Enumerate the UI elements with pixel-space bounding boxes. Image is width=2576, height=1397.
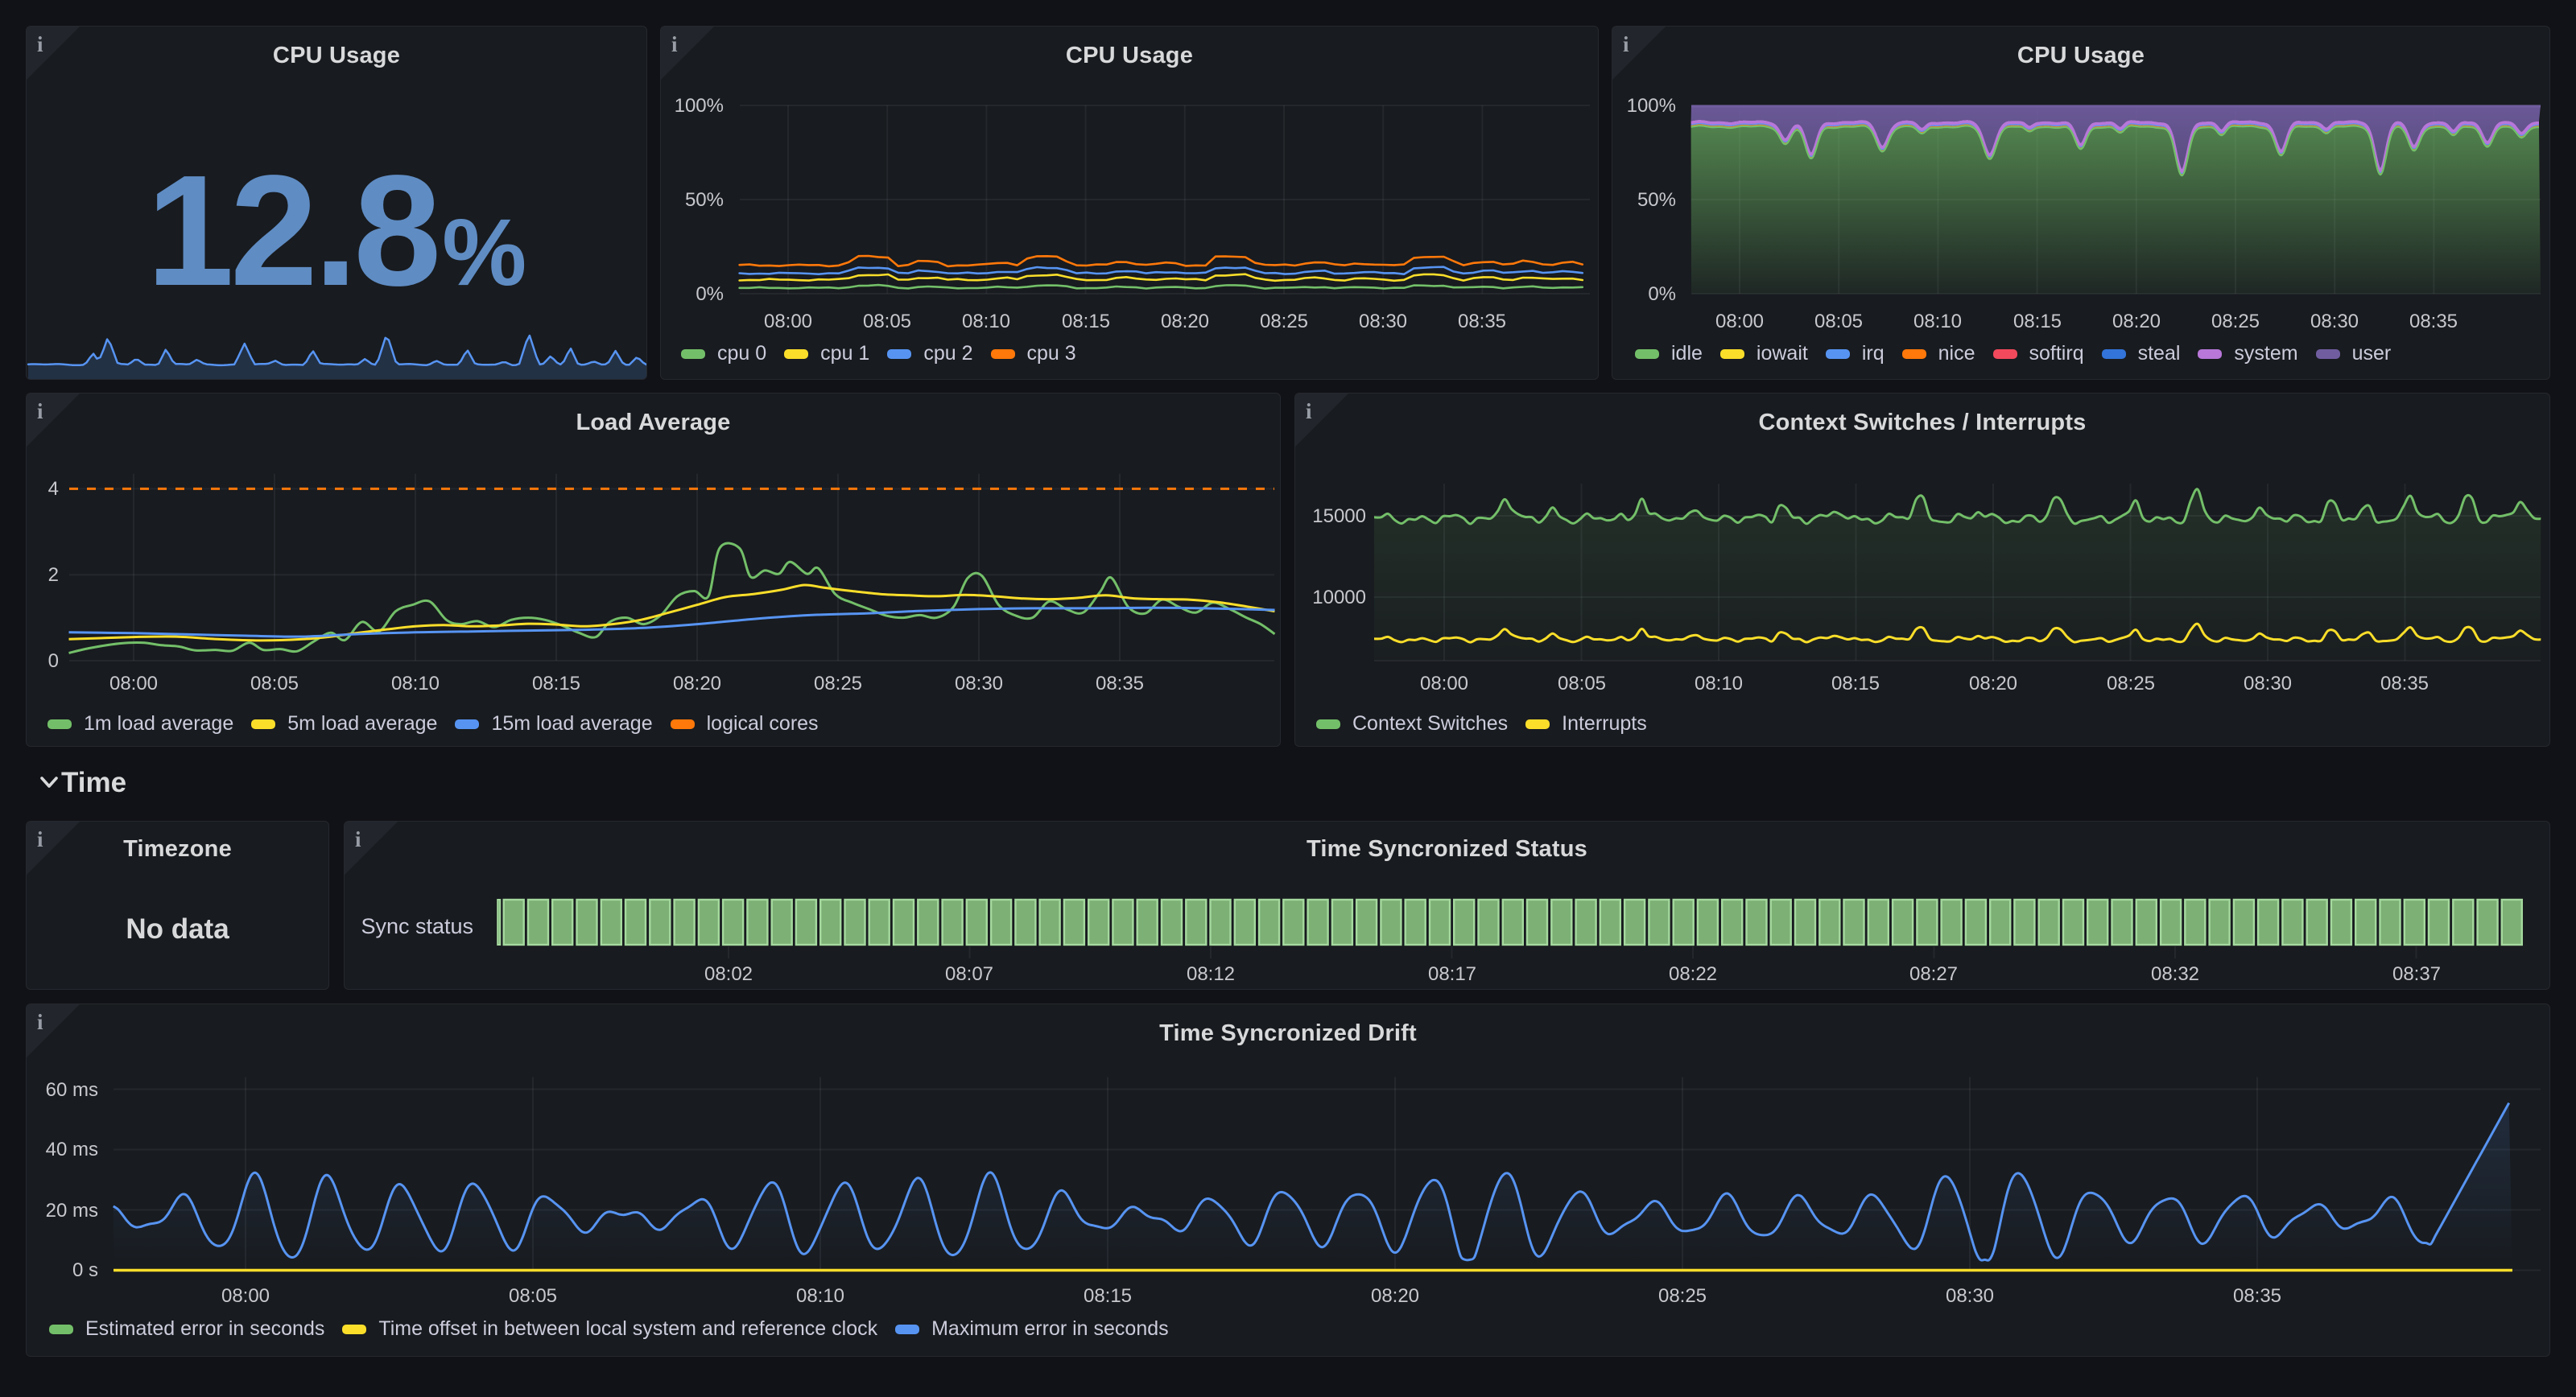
svg-text:08:25: 08:25 bbox=[1260, 311, 1308, 332]
svg-text:08:20: 08:20 bbox=[2112, 311, 2161, 332]
svg-text:08:07: 08:07 bbox=[945, 963, 993, 985]
svg-text:08:00: 08:00 bbox=[1420, 673, 1468, 694]
svg-text:08:10: 08:10 bbox=[796, 1285, 844, 1307]
svg-text:08:22: 08:22 bbox=[1669, 963, 1717, 985]
svg-text:08:35: 08:35 bbox=[1458, 311, 1506, 332]
svg-text:08:25: 08:25 bbox=[1658, 1285, 1707, 1307]
svg-text:08:30: 08:30 bbox=[2310, 311, 2359, 332]
svg-text:08:30: 08:30 bbox=[1359, 311, 1407, 332]
svg-text:i: i bbox=[355, 827, 361, 851]
svg-text:20 ms: 20 ms bbox=[46, 1200, 98, 1222]
svg-text:i: i bbox=[37, 32, 43, 56]
svg-text:08:35: 08:35 bbox=[1096, 673, 1144, 694]
svg-text:40 ms: 40 ms bbox=[46, 1139, 98, 1160]
svg-text:08:05: 08:05 bbox=[1814, 311, 1863, 332]
svg-text:08:10: 08:10 bbox=[1695, 673, 1743, 694]
svg-text:08:02: 08:02 bbox=[704, 963, 753, 985]
svg-text:15000: 15000 bbox=[1312, 505, 1366, 527]
svg-text:08:15: 08:15 bbox=[1831, 673, 1880, 694]
svg-text:4: 4 bbox=[48, 478, 59, 500]
svg-text:08:27: 08:27 bbox=[1909, 963, 1958, 985]
svg-text:08:12: 08:12 bbox=[1187, 963, 1235, 985]
svg-text:0%: 0% bbox=[1648, 283, 1676, 305]
svg-text:08:00: 08:00 bbox=[1715, 311, 1764, 332]
svg-text:i: i bbox=[1306, 399, 1312, 423]
svg-text:0%: 0% bbox=[696, 283, 724, 305]
svg-text:08:35: 08:35 bbox=[2233, 1285, 2281, 1307]
svg-text:08:05: 08:05 bbox=[509, 1285, 557, 1307]
svg-text:08:10: 08:10 bbox=[1913, 311, 1962, 332]
svg-text:i: i bbox=[37, 1010, 43, 1034]
svg-text:08:25: 08:25 bbox=[2107, 673, 2155, 694]
svg-text:08:15: 08:15 bbox=[2013, 311, 2062, 332]
svg-text:08:17: 08:17 bbox=[1428, 963, 1476, 985]
svg-text:08:25: 08:25 bbox=[2211, 311, 2260, 332]
svg-text:08:25: 08:25 bbox=[814, 673, 862, 694]
svg-text:i: i bbox=[671, 32, 678, 56]
svg-text:08:20: 08:20 bbox=[673, 673, 721, 694]
svg-text:08:32: 08:32 bbox=[2151, 963, 2199, 985]
svg-text:08:30: 08:30 bbox=[1946, 1285, 1994, 1307]
svg-text:08:15: 08:15 bbox=[532, 673, 580, 694]
svg-text:08:15: 08:15 bbox=[1084, 1285, 1132, 1307]
svg-text:100%: 100% bbox=[1627, 95, 1676, 117]
svg-text:i: i bbox=[37, 399, 43, 423]
svg-text:08:37: 08:37 bbox=[2392, 963, 2441, 985]
svg-text:Sync status: Sync status bbox=[361, 914, 473, 938]
svg-text:i: i bbox=[37, 827, 43, 851]
svg-text:08:20: 08:20 bbox=[1161, 311, 1209, 332]
svg-text:0: 0 bbox=[48, 650, 59, 672]
svg-text:08:30: 08:30 bbox=[955, 673, 1003, 694]
svg-text:08:30: 08:30 bbox=[2244, 673, 2292, 694]
svg-text:08:20: 08:20 bbox=[1969, 673, 2017, 694]
svg-text:08:05: 08:05 bbox=[250, 673, 299, 694]
svg-text:2: 2 bbox=[48, 564, 59, 586]
svg-text:100%: 100% bbox=[675, 95, 724, 117]
svg-text:08:35: 08:35 bbox=[2380, 673, 2429, 694]
svg-text:08:35: 08:35 bbox=[2409, 311, 2458, 332]
svg-text:50%: 50% bbox=[685, 189, 724, 211]
svg-text:08:00: 08:00 bbox=[764, 311, 812, 332]
svg-text:08:15: 08:15 bbox=[1062, 311, 1110, 332]
svg-text:08:20: 08:20 bbox=[1371, 1285, 1419, 1307]
svg-text:08:05: 08:05 bbox=[863, 311, 911, 332]
svg-text:60 ms: 60 ms bbox=[46, 1079, 98, 1101]
svg-text:08:05: 08:05 bbox=[1558, 673, 1606, 694]
svg-text:08:10: 08:10 bbox=[391, 673, 440, 694]
svg-text:10000: 10000 bbox=[1312, 587, 1366, 608]
svg-text:08:00: 08:00 bbox=[109, 673, 158, 694]
svg-text:08:10: 08:10 bbox=[962, 311, 1010, 332]
svg-text:50%: 50% bbox=[1637, 189, 1676, 211]
svg-text:i: i bbox=[1623, 32, 1629, 56]
svg-text:08:00: 08:00 bbox=[221, 1285, 270, 1307]
svg-text:0 s: 0 s bbox=[72, 1259, 98, 1281]
